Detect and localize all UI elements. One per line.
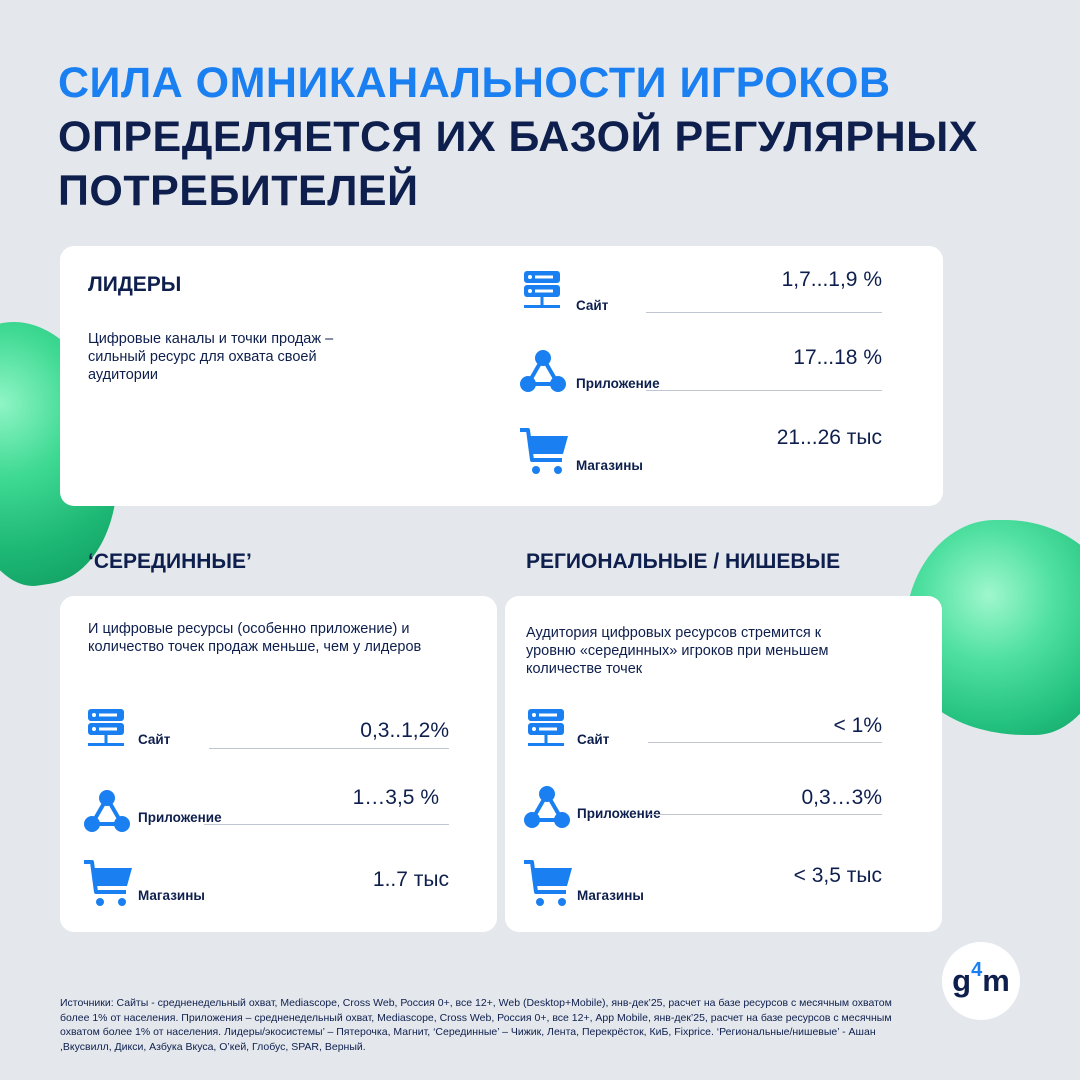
middle-site-value: 0,3..1,2% [360, 719, 449, 742]
server-icon [528, 709, 564, 746]
regional-card: Аудитория цифровых ресурсов стремится к … [505, 596, 942, 932]
logo-letter-g: g [952, 963, 972, 998]
leaders-heading: ЛИДЕРЫ [88, 273, 182, 296]
middle-heading: ‘СЕРЕДИННЫЕ’ [88, 550, 252, 573]
leaders-stores-label: Магазины [576, 458, 643, 473]
leaders-site-value: 1,7...1,9 % [781, 268, 882, 291]
regional-metric-app: Приложение 0,3…3% [522, 782, 882, 842]
regional-site-label: Сайт [577, 732, 610, 747]
middle-app-value: 1…3,5 % [352, 786, 439, 809]
middle-metric-site: Сайт 0,3..1,2% [82, 706, 449, 766]
divider [204, 824, 449, 825]
leaders-stores-value: 21...26 тыс [776, 426, 882, 449]
logo-letter-m: m [982, 963, 1010, 998]
title-line-1: СИЛА ОМНИКАНАЛЬНОСТИ ИГРОКОВ [58, 59, 891, 107]
network-icon [524, 786, 570, 828]
regional-site-value: < 1% [833, 714, 882, 737]
divider [648, 742, 882, 743]
divider [646, 312, 882, 313]
middle-app-label: Приложение [138, 810, 222, 825]
middle-stores-label: Магазины [138, 888, 205, 903]
cart-icon [84, 860, 132, 906]
leaders-card: ЛИДЕРЫ Цифровые каналы и точки продаж – … [60, 246, 943, 506]
regional-stores-value: < 3,5 тыс [793, 864, 882, 887]
page-title: СИЛА ОМНИКАНАЛЬНОСТИ ИГРОКОВ ОПРЕДЕЛЯЕТС… [58, 56, 978, 218]
divider [648, 814, 882, 815]
middle-card: И цифровые ресурсы (особенно приложение)… [60, 596, 497, 932]
regional-description: Аудитория цифровых ресурсов стремится к … [526, 625, 829, 677]
leaders-metric-app: Приложение 17...18 % [518, 346, 882, 406]
leaders-description: Цифровые каналы и точки продаж – сильный… [88, 331, 334, 383]
leaders-app-label: Приложение [576, 376, 660, 391]
regional-metric-site: Сайт < 1% [522, 706, 882, 766]
leaders-metric-site: Сайт 1,7...1,9 % [518, 268, 882, 328]
server-icon [524, 271, 560, 308]
middle-stores-value: 1..7 тыс [372, 868, 449, 891]
network-icon [520, 350, 566, 392]
logo-digit-4: 4 [971, 958, 983, 981]
regional-app-label: Приложение [577, 806, 661, 821]
cart-icon [520, 428, 568, 474]
middle-site-label: Сайт [138, 732, 171, 747]
regional-metric-stores: Магазины < 3,5 тыс [522, 858, 882, 918]
regional-app-value: 0,3…3% [801, 786, 882, 809]
leaders-app-value: 17...18 % [793, 346, 882, 369]
regional-heading: РЕГИОНАЛЬНЫЕ / НИШЕВЫЕ [526, 550, 841, 573]
middle-metric-app: Приложение 1…3,5 % [82, 786, 449, 846]
middle-description: И цифровые ресурсы (особенно приложение)… [88, 621, 422, 655]
leaders-site-label: Сайт [576, 298, 609, 313]
divider [646, 390, 882, 391]
network-icon [84, 790, 130, 832]
middle-metric-stores: Магазины 1..7 тыс [82, 858, 449, 918]
leaders-metric-stores: Магазины 21...26 тыс [518, 426, 882, 486]
title-line-2: ОПРЕДЕЛЯЕТСЯ ИХ БАЗОЙ РЕГУЛЯРНЫХ [58, 113, 978, 161]
cart-icon [524, 860, 572, 906]
regional-stores-label: Магазины [577, 888, 644, 903]
server-icon [88, 709, 124, 746]
sources-footnote: Источники: Сайты - средненедельный охват… [60, 997, 892, 1053]
divider [209, 748, 449, 749]
title-line-3: ПОТРЕБИТЕЛЕЙ [58, 167, 419, 215]
